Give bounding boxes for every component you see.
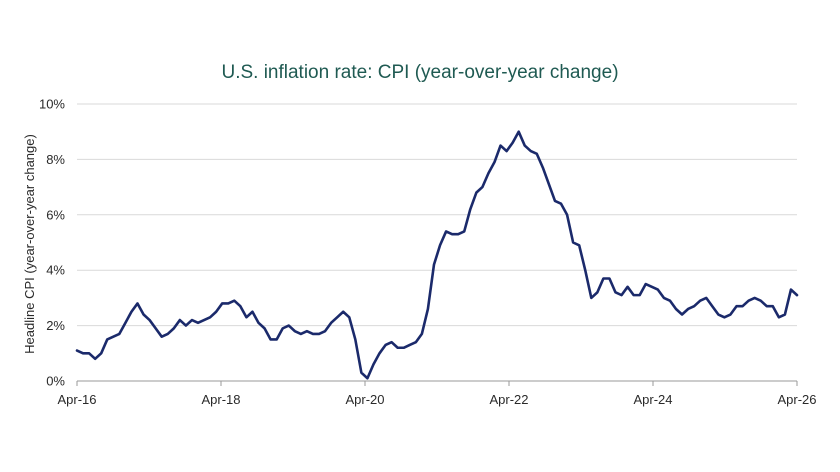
- series-line: [75, 130, 799, 380]
- y-tick-label: 4%: [46, 263, 65, 278]
- y-tick-labels: 0% 2% 4% 6% 8% 10%: [39, 97, 65, 389]
- x-tick-label: Apr-24: [633, 392, 672, 407]
- x-tick-label: Apr-26: [777, 392, 816, 407]
- x-tick-label: Apr-20: [345, 392, 384, 407]
- y-tick-label: 2%: [46, 318, 65, 333]
- series-lines: [75, 130, 799, 380]
- x-tick-label: Apr-22: [489, 392, 528, 407]
- x-tick-labels: Apr-16 Apr-18 Apr-20 Apr-22 Apr-24 Apr-26: [57, 392, 816, 407]
- axes: [76, 380, 798, 386]
- x-tick-label: Apr-18: [201, 392, 240, 407]
- y-axis-label: Headline CPI (year-over-year change): [22, 134, 37, 354]
- chart-title: U.S. inflation rate: CPI (year-over-year…: [221, 62, 619, 83]
- y-tick-label: 10%: [39, 97, 65, 112]
- x-tick-label: Apr-16: [57, 392, 96, 407]
- y-tick-label: 0%: [46, 374, 65, 389]
- gridlines: [77, 103, 797, 327]
- y-tick-label: 8%: [46, 152, 65, 167]
- y-tick-label: 6%: [46, 207, 65, 222]
